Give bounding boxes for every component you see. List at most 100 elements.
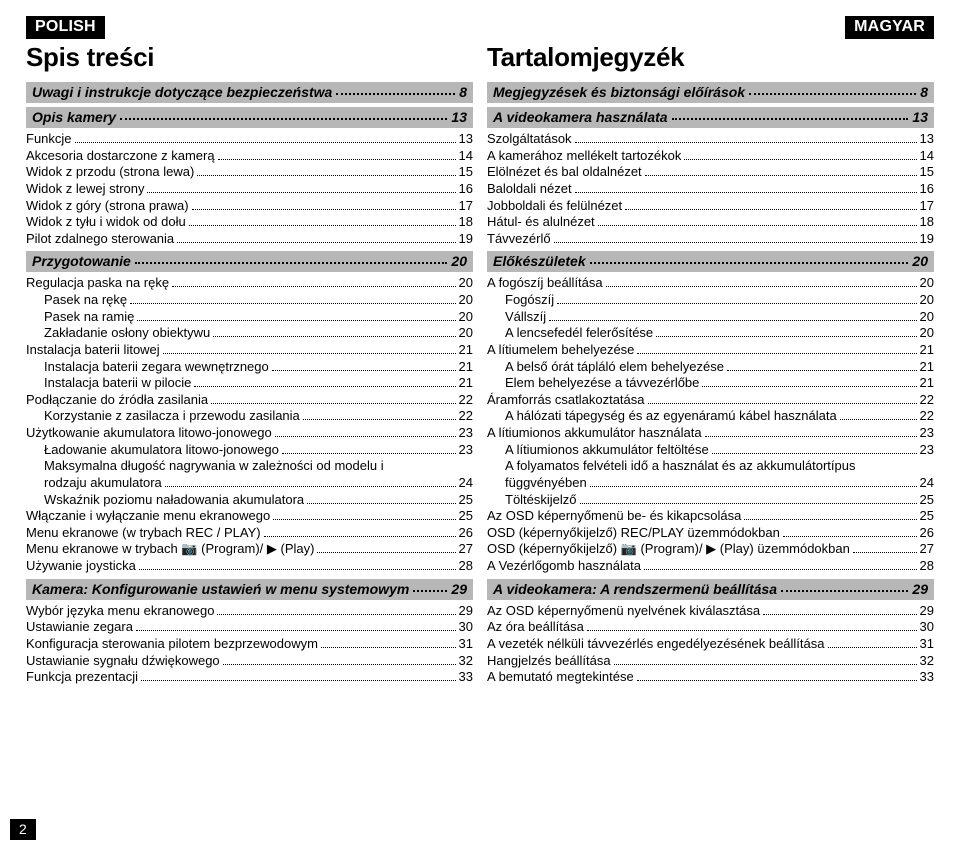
leader-dots <box>218 159 456 160</box>
entry-page: 19 <box>459 231 473 248</box>
leader-dots <box>177 242 455 243</box>
leader-dots <box>303 419 456 420</box>
entry-label: A hálózati tápegység és az egyenáramú ká… <box>505 408 837 425</box>
entry-label: A Vezérlőgomb használata <box>487 558 641 575</box>
entry-label: Wskaźnik poziomu naładowania akumulatora <box>44 492 304 509</box>
entry-label: Az OSD képernyőmenü nyelvének kiválasztá… <box>487 603 760 620</box>
leader-dots <box>141 680 456 681</box>
entry-page: 22 <box>459 408 473 425</box>
entry-label: A folyamatos felvételi idő a használat é… <box>505 458 934 475</box>
entry-label: Hátul- és alulnézet <box>487 214 595 231</box>
entry-label: Menu ekranowe (w trybach REC / PLAY) <box>26 525 261 542</box>
entry-page: 28 <box>459 558 473 575</box>
toc-list-left: Uwagi i instrukcje dotyczące bezpieczeńs… <box>26 82 473 686</box>
leader-dots <box>614 664 917 665</box>
toc-entry: Baloldali nézet16 <box>487 181 934 198</box>
entry-page: 20 <box>920 325 934 342</box>
entry-page: 25 <box>459 508 473 525</box>
toc-section-heading: Előkészületek20 <box>487 251 934 272</box>
leader-dots <box>781 590 908 592</box>
leader-dots <box>575 192 917 193</box>
entry-page: 14 <box>920 148 934 165</box>
toc-entry: Użytkowanie akumulatora litowo-jonowego2… <box>26 425 473 442</box>
entry-label: Widok z góry (strona prawa) <box>26 198 189 215</box>
toc-entry: Töltéskijelző25 <box>487 492 934 509</box>
entry-page: 22 <box>459 392 473 409</box>
entry-label: A fogószíj beállítása <box>487 275 603 292</box>
leader-dots <box>606 286 917 287</box>
leader-dots <box>783 536 917 537</box>
entry-label: OSD (képernyőkijelző) REC/PLAY üzemmódok… <box>487 525 780 542</box>
entry-page: 21 <box>459 359 473 376</box>
toc-entry: Instalacja baterii zegara wewnętrznego 21 <box>26 359 473 376</box>
section-label: Előkészületek <box>493 253 586 269</box>
entry-page: 20 <box>459 275 473 292</box>
toc-entry: Elölnézet és bal oldalnézet15 <box>487 164 934 181</box>
lang-row: MAGYAR <box>487 16 934 39</box>
entry-page: 25 <box>920 492 934 509</box>
section-label: A videokamera: A rendszermenü beállítása <box>493 581 777 597</box>
entry-label: rodzaju akumulatora <box>44 475 162 492</box>
entry-label: Szolgáltatások <box>487 131 572 148</box>
leader-dots <box>307 503 455 504</box>
toc-entry: Ustawianie sygnału dźwiękowego32 <box>26 653 473 670</box>
entry-label: Akcesoria dostarczone z kamerą <box>26 148 215 165</box>
toc-entry: Widok z przodu (strona lewa)15 <box>26 164 473 181</box>
toc-title-right: Tartalomjegyzék <box>487 42 934 73</box>
entry-label: Instalacja baterii zegara wewnętrznego <box>44 359 269 376</box>
entry-page: 26 <box>459 525 473 542</box>
entry-label: Podłączanie do źródła zasilania <box>26 392 208 409</box>
toc-entry: Pasek na ramię20 <box>26 309 473 326</box>
leader-dots <box>273 519 455 520</box>
entry-label: Wybór języka menu ekranowego <box>26 603 214 620</box>
entry-page: 20 <box>920 275 934 292</box>
leader-dots <box>272 370 456 371</box>
toc-section-heading: A videokamera: A rendszermenü beállítása… <box>487 579 934 600</box>
entry-label: Távvezérlő <box>487 231 551 248</box>
toc-entry: A Vezérlőgomb használata28 <box>487 558 934 575</box>
leader-dots <box>317 552 455 553</box>
section-page: 29 <box>912 581 928 597</box>
section-label: Uwagi i instrukcje dotyczące bezpieczeńs… <box>32 84 332 100</box>
leader-dots <box>135 262 448 264</box>
entry-page: 18 <box>920 214 934 231</box>
leader-dots <box>189 225 456 226</box>
column-magyar: MAGYAR Tartalomjegyzék Megjegyzések és b… <box>487 16 934 686</box>
entry-label: Pasek na rękę <box>44 292 127 309</box>
lang-badge-right: MAGYAR <box>845 16 934 39</box>
toc-list-right: Megjegyzések és biztonsági előírások8A v… <box>487 82 934 686</box>
toc-section-heading: Uwagi i instrukcje dotyczące bezpieczeńs… <box>26 82 473 103</box>
section-page: 13 <box>912 109 928 125</box>
leader-dots <box>282 453 456 454</box>
toc-entry: Hangjelzés beállítása32 <box>487 653 934 670</box>
leader-dots <box>590 486 917 487</box>
leader-dots <box>557 303 916 304</box>
toc-entry: Távvezérlő19 <box>487 231 934 248</box>
entry-page: 21 <box>459 375 473 392</box>
column-polish: POLISH Spis treści Uwagi i instrukcje do… <box>26 16 473 686</box>
toc-entry: Menu ekranowe w trybach 📷 (Program)/ ▶ (… <box>26 541 473 558</box>
toc-entry: A hálózati tápegység és az egyenáramú ká… <box>487 408 934 425</box>
entry-label: Zakładanie osłony obiektywu <box>44 325 210 342</box>
entry-label: A lítiumionos akkumulátor használata <box>487 425 702 442</box>
leader-dots <box>648 403 917 404</box>
leader-dots <box>192 209 456 210</box>
toc-entry: A kamerához mellékelt tartozékok14 <box>487 148 934 165</box>
entry-page: 30 <box>459 619 473 636</box>
entry-page: 21 <box>920 375 934 392</box>
leader-dots <box>712 453 917 454</box>
entry-label: Pasek na ramię <box>44 309 134 326</box>
toc-entry: Vállszíj20 <box>487 309 934 326</box>
leader-dots <box>656 336 916 337</box>
toc-entry: A folyamatos felvételi idő a használat é… <box>487 458 934 491</box>
toc-entry: Ustawianie zegara30 <box>26 619 473 636</box>
section-label: Przygotowanie <box>32 253 131 269</box>
toc-entry: Instalacja baterii w pilocie 21 <box>26 375 473 392</box>
leader-dots <box>213 336 455 337</box>
entry-page: 21 <box>459 342 473 359</box>
leader-dots <box>554 242 917 243</box>
entry-page: 20 <box>920 309 934 326</box>
entry-label: Instalacja baterii w pilocie <box>44 375 191 392</box>
toc-entry: Az óra beállítása30 <box>487 619 934 636</box>
toc-entry: Włączanie i wyłączanie menu ekranowego25 <box>26 508 473 525</box>
